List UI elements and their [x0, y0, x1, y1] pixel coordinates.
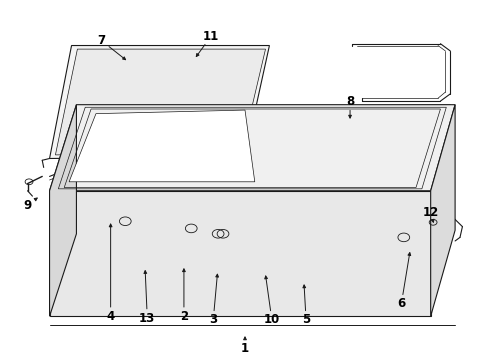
Text: 10: 10	[264, 313, 280, 327]
Polygon shape	[55, 49, 266, 155]
Text: 13: 13	[139, 311, 155, 325]
Text: 6: 6	[397, 297, 406, 310]
Text: 5: 5	[302, 313, 310, 327]
Polygon shape	[49, 191, 431, 316]
Polygon shape	[49, 105, 455, 191]
Text: 4: 4	[106, 310, 115, 323]
Text: 1: 1	[241, 342, 249, 355]
Text: 8: 8	[346, 95, 354, 108]
Text: 3: 3	[209, 313, 217, 327]
Text: 11: 11	[203, 30, 219, 43]
Polygon shape	[69, 110, 255, 182]
Polygon shape	[431, 105, 455, 316]
Text: 2: 2	[180, 310, 188, 323]
Text: 7: 7	[97, 33, 105, 47]
Text: 12: 12	[422, 206, 439, 219]
Text: 9: 9	[24, 199, 32, 212]
Polygon shape	[49, 45, 270, 158]
Polygon shape	[49, 105, 76, 316]
